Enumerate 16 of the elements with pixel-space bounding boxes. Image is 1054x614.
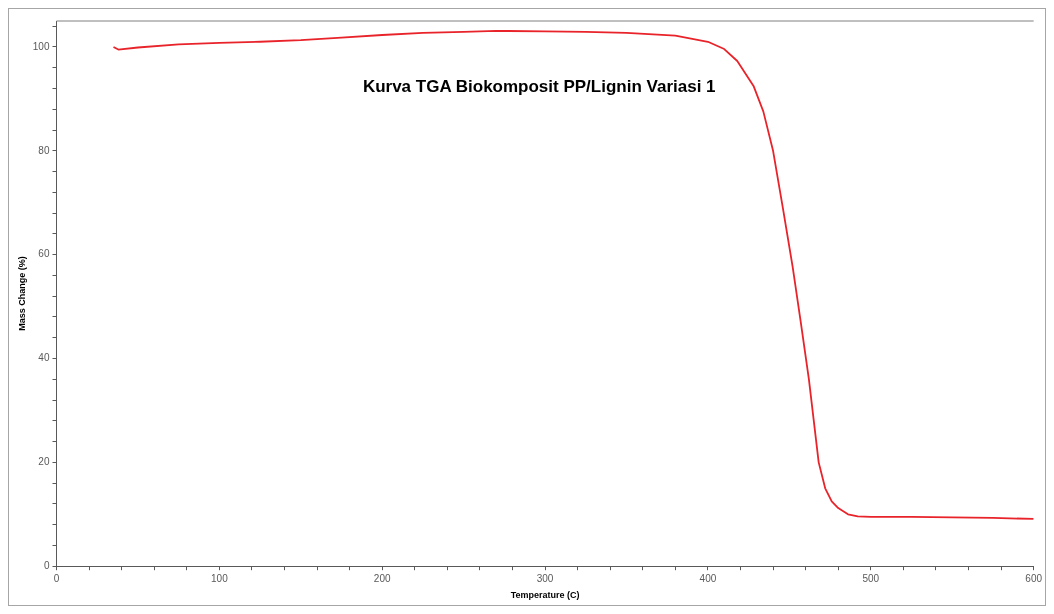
x-tick-label: 100 [211, 572, 229, 584]
x-axis-title: Temperature (C) [510, 590, 580, 601]
text: Kurva TGA Biokomposit PP/Lignin Variasi 1 [362, 76, 716, 96]
y-tick-label: 40 [38, 352, 50, 364]
y-tick-label: 100 [32, 40, 50, 52]
x-tick-label: 500 [862, 572, 880, 584]
y-axis-title: Mass Change (%) [16, 256, 27, 331]
x-tick-label: 0 [53, 572, 60, 584]
x-tick-label: 300 [536, 572, 554, 584]
y-tick-label: 20 [38, 456, 50, 468]
y-tick-label: 80 [38, 144, 50, 156]
x-tick-label: 600 [1025, 572, 1043, 584]
y-tick-label: 0 [43, 559, 50, 571]
x-tick-label: 400 [699, 572, 717, 584]
x-tick-label: 200 [373, 572, 391, 584]
y-tick-label: 60 [38, 248, 50, 260]
